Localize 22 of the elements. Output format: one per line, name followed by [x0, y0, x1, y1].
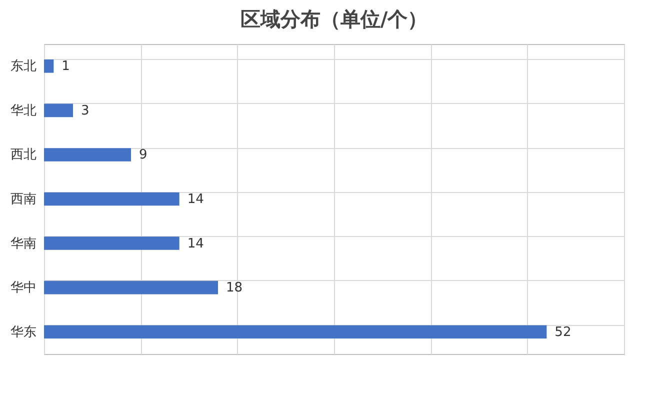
bar [44, 325, 547, 338]
bar [44, 104, 73, 118]
y-tick-label: 华中 [10, 280, 36, 296]
bar [44, 148, 131, 162]
y-tick-label: 华东 [10, 324, 36, 340]
bar [44, 60, 54, 73]
bar [44, 192, 180, 206]
bar [44, 280, 218, 294]
y-tick-label: 东北 [10, 59, 36, 74]
y-tick-label: 华南 [10, 236, 36, 252]
data-label: 14 [187, 192, 204, 207]
data-label: 52 [554, 324, 572, 340]
y-tick-label: 西北 [10, 148, 36, 163]
y-tick-label: 华北 [10, 103, 36, 118]
data-label: 1 [62, 59, 70, 74]
bar [44, 236, 180, 250]
data-label: 3 [81, 103, 90, 118]
data-label: 18 [226, 280, 243, 296]
y-tick-label: 西南 [10, 192, 36, 207]
data-label: 14 [187, 236, 204, 252]
chart-title: 区域分布（单位/个） [240, 7, 428, 31]
data-label: 9 [139, 148, 148, 163]
